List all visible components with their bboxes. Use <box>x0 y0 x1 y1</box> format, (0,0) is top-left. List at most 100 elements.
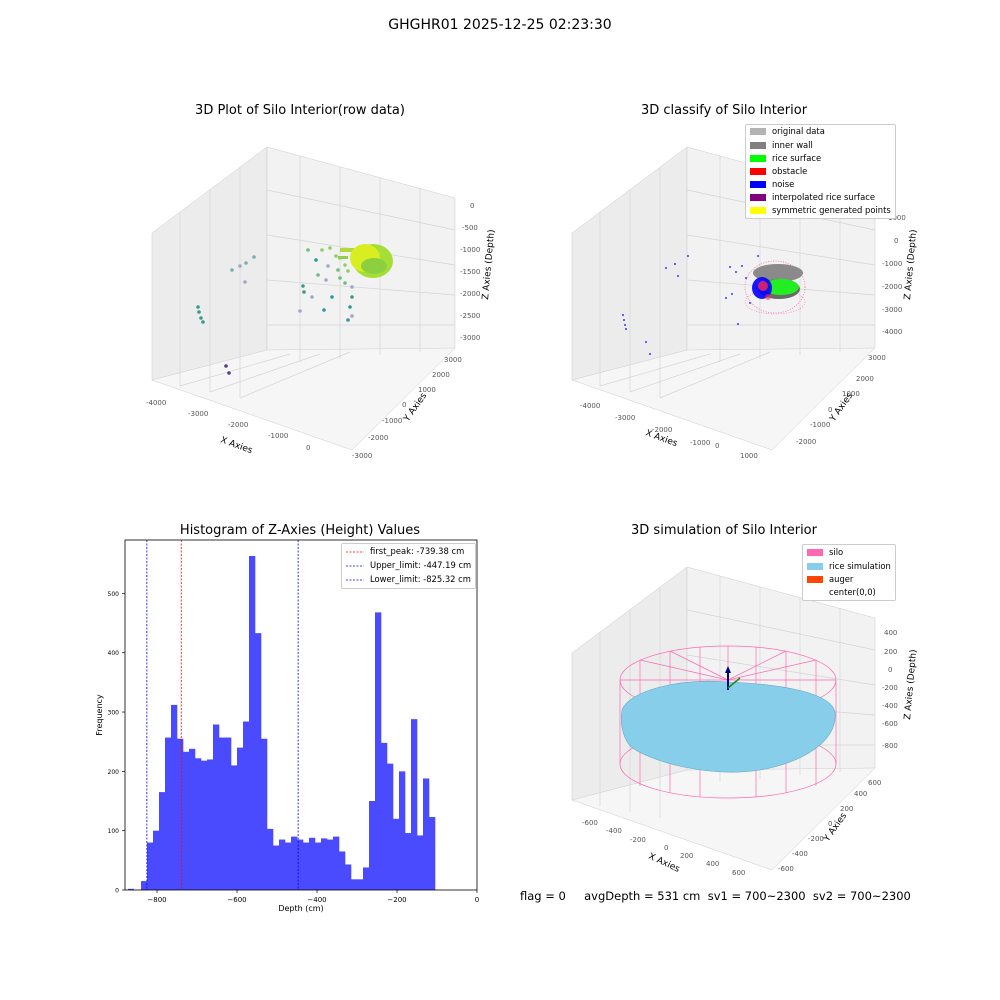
histogram-bar <box>399 771 406 890</box>
svg-text:2000: 2000 <box>856 375 874 383</box>
svg-text:-3000: -3000 <box>615 414 635 422</box>
svg-text:-1000: -1000 <box>810 421 830 429</box>
raw-zlabel: Z Axies (Depth) <box>481 229 497 300</box>
histogram-bar <box>405 833 412 890</box>
legend-label-rice-surface: rice surface <box>772 153 822 163</box>
rice-simulation-surface <box>620 680 836 773</box>
histogram-bar <box>327 839 334 890</box>
histogram-bar <box>411 719 418 890</box>
svg-text:2000: 2000 <box>432 371 450 379</box>
svg-text:3000: 3000 <box>444 356 462 364</box>
simulation-legend: silo rice simulation auger center(0,0) <box>802 544 896 601</box>
classify-points <box>622 255 806 355</box>
svg-text:-200: -200 <box>882 684 898 692</box>
svg-text:600: 600 <box>868 779 881 787</box>
svg-text:0: 0 <box>402 401 406 409</box>
raw-points <box>196 244 393 375</box>
histogram-x-tick-label: −200 <box>387 896 406 904</box>
histogram-bar <box>177 738 184 890</box>
svg-text:0: 0 <box>894 237 898 245</box>
svg-text:-1000: -1000 <box>690 439 710 447</box>
svg-text:-1000: -1000 <box>382 417 402 425</box>
histogram-y-tick-label: 0 <box>115 888 119 895</box>
histogram-bar <box>375 612 382 890</box>
svg-text:0: 0 <box>470 202 474 210</box>
svg-text:-400: -400 <box>792 850 808 858</box>
histogram-bar <box>279 839 286 890</box>
legend-label-obstacle: obstacle <box>772 166 808 176</box>
histogram-x-ticks: −800 −600 −400 −200 0 <box>147 890 479 904</box>
raw-plot-title: 3D Plot of Silo Interior(row data) <box>195 103 405 118</box>
histogram-bar <box>195 758 202 890</box>
legend-swatch-rice-surface <box>750 155 766 162</box>
histogram-bar <box>231 765 238 890</box>
svg-text:-3000: -3000 <box>188 410 208 418</box>
histogram-bar <box>249 556 256 890</box>
histogram-x-tick-label: 0 <box>475 896 479 904</box>
svg-text:-800: -800 <box>882 742 898 750</box>
svg-text:-400: -400 <box>606 827 622 835</box>
svg-text:-1000: -1000 <box>460 246 480 254</box>
histogram-bar <box>369 801 376 890</box>
histogram-bar <box>267 828 274 890</box>
svg-text:-200: -200 <box>630 836 646 844</box>
legend-label-auger: auger <box>829 574 854 584</box>
svg-text:0: 0 <box>888 666 892 674</box>
svg-text:600: 600 <box>732 869 745 877</box>
histogram-bar <box>141 881 148 890</box>
svg-text:-400: -400 <box>882 702 898 710</box>
svg-text:-2000: -2000 <box>796 438 816 446</box>
legend-swatch-silo <box>807 549 823 556</box>
histogram-bar <box>213 724 220 890</box>
svg-text:-2000: -2000 <box>882 283 902 291</box>
svg-text:-3000: -3000 <box>460 334 480 342</box>
legend-swatch-inner-wall <box>750 142 766 149</box>
histogram-bar <box>261 738 268 890</box>
svg-text:-600: -600 <box>778 865 794 873</box>
svg-text:0: 0 <box>664 844 668 852</box>
svg-text:400: 400 <box>854 790 867 798</box>
histogram-bar <box>147 842 154 890</box>
histogram-x-tick-label: −600 <box>227 896 246 904</box>
histogram-y-tick-label: 100 <box>108 828 120 835</box>
svg-text:-3000: -3000 <box>352 452 372 460</box>
histogram-bar <box>165 737 172 890</box>
svg-text:400: 400 <box>884 629 897 637</box>
histogram-bars <box>128 556 436 890</box>
svg-text:-2000: -2000 <box>368 434 388 442</box>
histogram-bar <box>423 778 430 890</box>
histogram-title: Histogram of Z-Axies (Height) Values <box>179 523 421 538</box>
svg-text:-200: -200 <box>808 835 824 843</box>
svg-text:0: 0 <box>828 820 832 828</box>
histogram-bar <box>303 842 310 890</box>
histogram-y-ticks: 0 100 200 300 400 500 <box>108 591 125 895</box>
histogram-ylabel: Frequency <box>95 694 104 736</box>
histogram-x-tick-label: −800 <box>147 896 166 904</box>
svg-text:-4000: -4000 <box>146 399 166 407</box>
svg-text:0: 0 <box>715 442 719 450</box>
svg-text:1000: 1000 <box>740 452 758 460</box>
legend-label-first-peak: first_peak: -739.38 cm <box>370 546 465 556</box>
histogram-bar <box>417 835 424 890</box>
legend-swatch-noise <box>750 181 766 188</box>
legend-swatch-rice-simulation <box>807 563 823 570</box>
histogram-bar <box>363 867 370 890</box>
legend-swatch-original <box>750 128 766 135</box>
classify-plot-title: 3D classify of Silo Interior <box>640 103 808 118</box>
histogram-bar <box>171 704 178 890</box>
svg-text:200: 200 <box>680 852 693 860</box>
svg-text:0: 0 <box>306 444 310 452</box>
svg-text:-2500: -2500 <box>460 312 480 320</box>
histogram-y-tick-label: 500 <box>108 591 120 598</box>
histogram-bar <box>339 851 346 890</box>
histogram-chart: −800 −600 −400 −200 0 0 100 200 300 400 500 Depth… <box>95 539 479 913</box>
histogram-bar <box>273 845 280 890</box>
histogram-bar <box>315 842 322 890</box>
histogram-reference-lines <box>146 540 299 890</box>
legend-label-lower-limit: Lower_limit: -825.32 cm <box>370 574 471 584</box>
histogram-bar <box>297 839 304 890</box>
histogram-y-tick-label: 300 <box>108 710 120 717</box>
legend-swatch-interpolated <box>750 194 766 201</box>
svg-text:400: 400 <box>706 860 719 868</box>
